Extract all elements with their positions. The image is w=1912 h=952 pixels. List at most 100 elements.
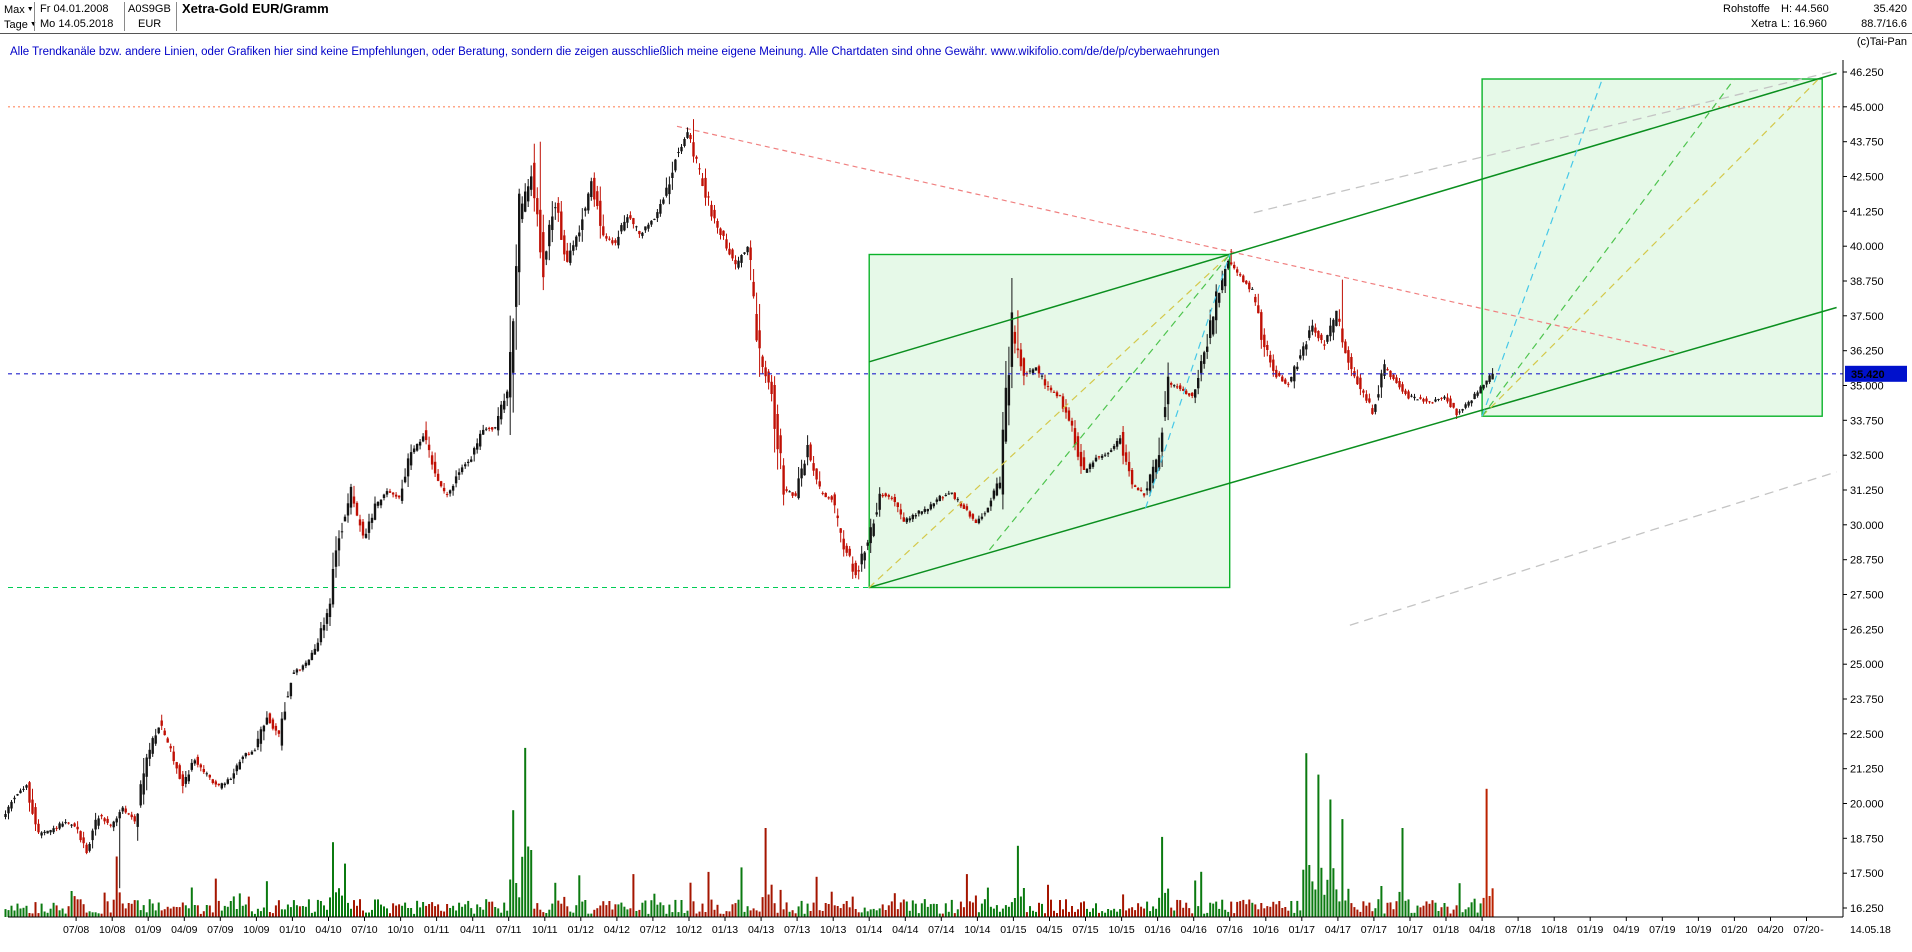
y-axis-label: 38.750 <box>1850 276 1884 288</box>
x-axis-label: 07/16 <box>1217 924 1243 936</box>
y-axis-label: 30.000 <box>1850 520 1884 532</box>
x-axis-label: 07/08 <box>63 924 89 936</box>
x-axis-label: 10/15 <box>1108 924 1134 936</box>
y-axis-label: 16.250 <box>1850 903 1884 915</box>
header-separator <box>176 2 177 31</box>
trend-channel-lower <box>868 306 1837 589</box>
x-axis-label: 01/18 <box>1433 924 1459 936</box>
x-axis-label: 07/19 <box>1649 924 1675 936</box>
x-axis-label: 07/09 <box>207 924 233 936</box>
x-axis-label: 04/10 <box>315 924 341 936</box>
y-axis-label: 42.500 <box>1850 172 1884 184</box>
y-axis-label: 37.500 <box>1850 311 1884 323</box>
x-axis-label: 07/17 <box>1361 924 1387 936</box>
y-axis-label: 40.000 <box>1850 241 1884 253</box>
instrument-title: Xetra-Gold EUR/Gramm <box>182 1 329 16</box>
x-axis-end-label: 14.05.18 <box>1850 924 1891 936</box>
x-axis-label: 04/09 <box>171 924 197 936</box>
header-separator <box>34 2 35 31</box>
x-axis-label: 04/14 <box>892 924 918 936</box>
gray-channel-upper <box>1253 69 1837 214</box>
x-axis-label: 10/18 <box>1541 924 1567 936</box>
x-axis-label: 01/14 <box>856 924 882 936</box>
x-axis-label: 07/12 <box>640 924 666 936</box>
x-axis-label: 01/19 <box>1577 924 1603 936</box>
period-selector[interactable]: Tage▼ <box>4 18 37 32</box>
period-selector-label: Tage <box>4 19 28 31</box>
y-axis-label: 18.750 <box>1850 833 1884 845</box>
last-price-box <box>1845 365 1907 382</box>
y-axis-label: 20.000 <box>1850 799 1884 811</box>
trend-box-2018-2020 <box>1481 78 1823 417</box>
range-stat: 88.7/16.6 <box>1861 18 1907 30</box>
end-date-field[interactable]: Mo 14.05.2018 <box>40 18 114 30</box>
x-axis-label: 10/13 <box>820 924 846 936</box>
x-axis-dash: - <box>1820 924 1824 936</box>
y-axis-label: 33.750 <box>1850 415 1884 427</box>
x-axis-label: 07/20 <box>1793 924 1819 936</box>
x-axis-label: 10/19 <box>1685 924 1711 936</box>
y-axis-label: 26.250 <box>1850 624 1884 636</box>
fan-yellow-1 <box>868 254 1231 588</box>
y-axis-label: 23.750 <box>1850 694 1884 706</box>
trend-channel-upper <box>868 72 1837 363</box>
x-axis-label: 01/11 <box>424 924 450 936</box>
x-axis-label: 01/10 <box>279 924 305 936</box>
last-price-text: 35.420 <box>1873 3 1907 15</box>
x-axis-label: 04/20 <box>1757 924 1783 936</box>
fan-cyan-1 <box>1145 254 1231 509</box>
x-axis-label: 04/15 <box>1036 924 1062 936</box>
x-axis-label: 01/16 <box>1144 924 1170 936</box>
y-axis-label: 35.000 <box>1850 381 1884 393</box>
gray-channel-lower <box>1349 471 1837 626</box>
y-axis-label: 27.500 <box>1850 590 1884 602</box>
x-axis-label: 04/19 <box>1613 924 1639 936</box>
x-axis-label: 01/15 <box>1000 924 1026 936</box>
fan-green-1 <box>988 254 1231 551</box>
y-axis-label: 46.250 <box>1850 67 1884 79</box>
x-axis-label: 10/14 <box>964 924 990 936</box>
x-axis-label: 07/14 <box>928 924 954 936</box>
last-price-marker: 35.420 <box>1845 365 1907 382</box>
x-axis-label: 10/11 <box>532 924 558 936</box>
wikifolio-link[interactable]: www.wikifolio.com/de/de/p/cyberwaehrunge… <box>990 46 1220 58</box>
start-date-field[interactable]: Fr 04.01.2008 <box>40 3 109 15</box>
fan-green-2 <box>1481 78 1735 417</box>
header-divider <box>0 33 1912 34</box>
trend-lines-back <box>8 69 1843 626</box>
y-axis-label: 25.000 <box>1850 659 1884 671</box>
fan-yellow-2 <box>1481 78 1820 417</box>
high-value: H: 44.560 <box>1781 3 1829 15</box>
y-axis-label: 32.500 <box>1850 450 1884 462</box>
last-price-value: 35.420 <box>1851 369 1885 381</box>
x-axis-label: 07/18 <box>1505 924 1531 936</box>
y-axis-label: 45.000 <box>1850 102 1884 114</box>
x-axis-label: 04/16 <box>1181 924 1207 936</box>
y-axis-label: 22.500 <box>1850 729 1884 741</box>
x-axis-label: 10/09 <box>243 924 269 936</box>
y-axis-label: 21.250 <box>1850 764 1884 776</box>
candlestick-series <box>4 119 1494 889</box>
axes[interactable]: 46.250 45.000 43.750 42.500 41.250 40.000 38.7… <box>8 60 1891 936</box>
y-axis-label: 17.500 <box>1850 868 1884 880</box>
x-axis-label: 07/13 <box>784 924 810 936</box>
volume-bars <box>4 747 1494 917</box>
wkn-code: A0S9GB <box>128 3 171 15</box>
y-axis-label: 31.250 <box>1850 485 1884 497</box>
chevron-down-icon-2: ▼ <box>30 21 37 28</box>
x-axis-label: 07/11 <box>496 924 522 936</box>
x-axis-label: 07/15 <box>1072 924 1098 936</box>
y-axis-label: 41.250 <box>1850 206 1884 218</box>
range-selector[interactable]: Max ▼ <box>4 3 34 17</box>
chevron-down-icon: ▼ <box>26 6 34 13</box>
copyright-label: (c)Tai-Pan <box>1856 36 1907 48</box>
exchange-label: Xetra <box>1751 18 1778 30</box>
currency-label: EUR <box>138 18 162 30</box>
x-axis-label: 01/12 <box>568 924 594 936</box>
header-separator <box>124 2 125 31</box>
x-axis-label: 01/17 <box>1289 924 1315 936</box>
low-value: L: 16.960 <box>1781 18 1827 30</box>
y-axis-label: 28.750 <box>1850 555 1884 567</box>
disclaimer-text: Alle Trendkanäle bzw. andere Linien, ode… <box>10 46 991 58</box>
